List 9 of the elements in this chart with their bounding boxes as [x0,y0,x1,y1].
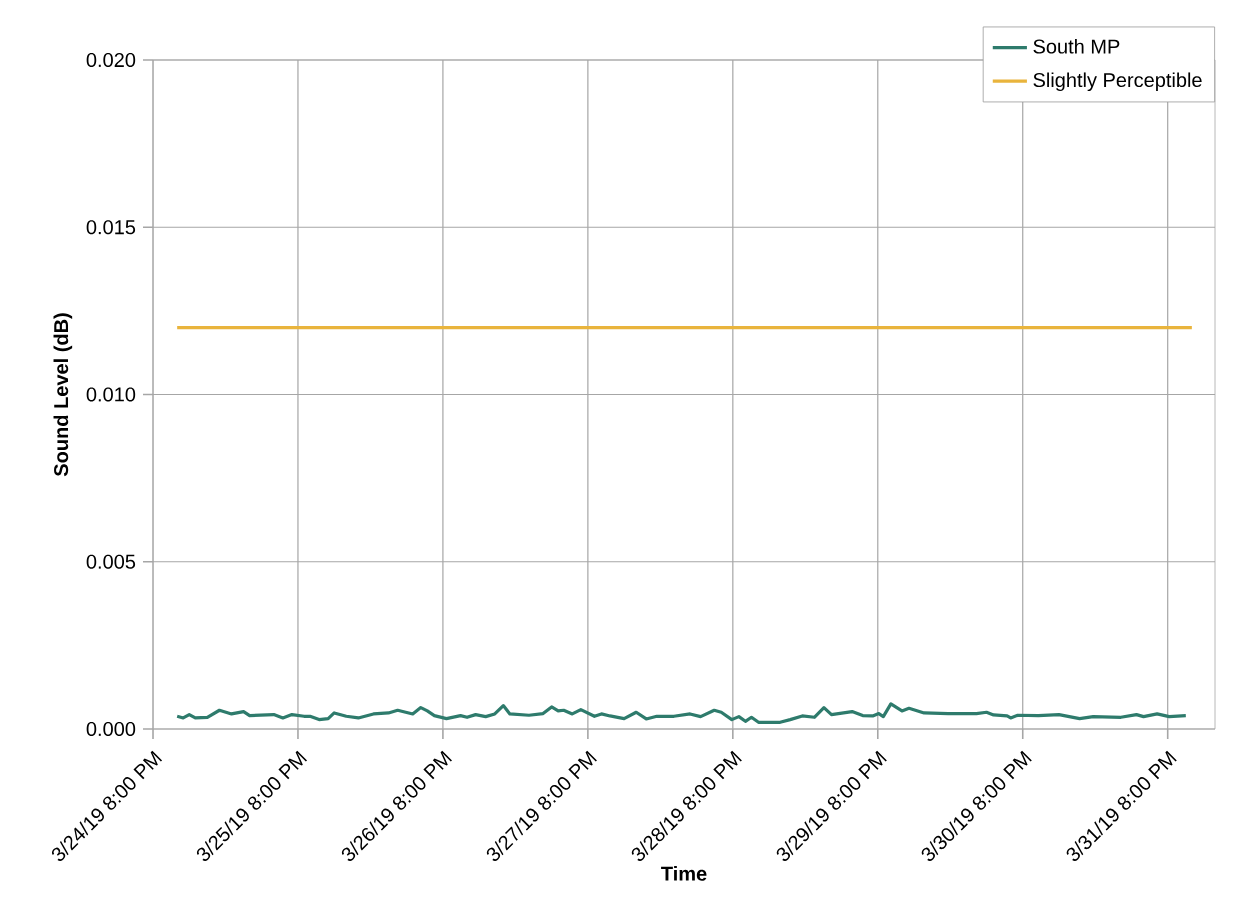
y-tick-label: 0.010 [86,387,136,402]
legend-label: Slightly Perceptible [1033,72,1202,92]
y-axis-title: Sound Level (dB) [53,313,73,477]
y-tick-label: 0.000 [86,721,136,737]
legend-label: South MP [1033,38,1120,54]
y-tick-label: 0.005 [86,554,136,569]
y-tick-label: 0.015 [86,220,136,235]
y-tick-label: 0.020 [86,52,136,68]
x-axis-title: Time [661,866,707,881]
